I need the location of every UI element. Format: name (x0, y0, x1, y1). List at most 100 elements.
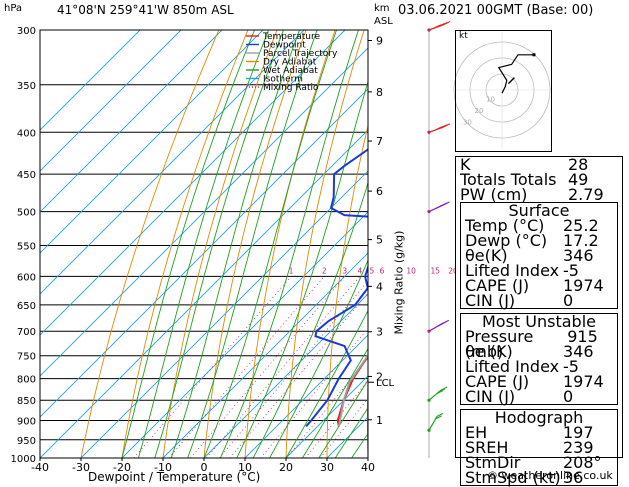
hodograph-trace (497, 54, 534, 94)
x-tick-label: -20 (113, 461, 131, 474)
mixing-ratio-line (133, 276, 292, 458)
datetime-label: 03.06.2021 00GMT (Base: 00) (398, 3, 594, 18)
wet-adiabat-line (137, 30, 270, 458)
mixing-ratio-label: 10 (406, 266, 416, 275)
isotherm-line (40, 30, 305, 295)
km-tick-label: 9 (376, 35, 383, 48)
pressure-tick-label: 500 (17, 208, 36, 219)
dry-adiabat-line (326, 123, 368, 458)
mu-row: Pressure (mb) 915 (465, 327, 598, 361)
x-tick-label: -40 (31, 461, 49, 474)
isotherm-line (40, 30, 264, 254)
surface-row: CIN (J) 0 (465, 291, 574, 310)
pressure-tick-label: 800 (17, 375, 36, 386)
mixing-ratio-line (206, 276, 361, 458)
isotherm-line (40, 30, 141, 131)
barb-flag (436, 412, 444, 417)
legend-label: Parcel Trajectory (263, 49, 338, 59)
pressure-tick-label: 700 (17, 327, 36, 338)
mixing-ratio-label: 2 (322, 266, 327, 275)
isotherm-line (40, 88, 368, 418)
wet-adiabat-line (154, 30, 284, 458)
pressure-tick-label: 300 (17, 26, 36, 37)
wet-adiabat-line (302, 347, 368, 458)
km-tick-label: 5 (376, 234, 383, 247)
wet-adiabat-line (121, 30, 255, 458)
isotherm-line (162, 252, 368, 458)
pressure-tick-label: 450 (17, 170, 36, 181)
wet-adiabat-line (252, 181, 368, 458)
mixing-ratio-line (168, 276, 325, 458)
surface-block: Surface Temp (°C) 25.2 Dewp (°C) 17.2 θe(K… (460, 202, 618, 309)
dry-adiabat-line (162, 30, 278, 458)
isotherm-line (40, 47, 368, 377)
km-label: km (374, 3, 390, 14)
lcl-label: LCL (376, 378, 395, 389)
asl-label: ASL (374, 16, 393, 27)
hodo-row: StmSpd (kt) 36 (465, 468, 584, 487)
mixing-ratio-axis-label: Mixing Ratio (g/kg) (392, 230, 406, 335)
most-unstable-title: Most Unstable (482, 312, 596, 331)
dry-adiabat-line (203, 30, 307, 458)
barb-flag (438, 388, 446, 393)
barb-flag (441, 386, 448, 391)
pressure-tick-label: 750 (17, 352, 36, 363)
location-label: 41°08'N 259°41'W 850m ASL (57, 3, 234, 17)
wet-adiabat-line (187, 30, 318, 458)
index-row: K 28 (460, 155, 589, 174)
hodograph-end-marker (532, 53, 536, 57)
indices-block: K 28 Totals Totals 49 PW (cm) 2.79 (456, 155, 622, 203)
wet-adiabat-line (219, 30, 359, 458)
km-tick-label: 7 (376, 135, 383, 148)
pressure-tick-label: 900 (17, 417, 36, 428)
pressure-tick-label: 1000 (11, 454, 36, 465)
dry-adiabat-line (80, 30, 220, 458)
mixing-ratio-label: 15 (431, 266, 441, 275)
x-tick-label: 20 (279, 461, 293, 474)
pressure-tick-label: 850 (17, 396, 36, 407)
wet-adiabat-line (269, 259, 368, 458)
wet-adiabat-line (203, 30, 337, 458)
hodo-row: StmDir 208° (465, 453, 602, 472)
isotherm-line (203, 293, 368, 458)
surface-row: θe(K) 346 (465, 246, 594, 265)
temperature-line (336, 356, 368, 427)
pressure-tick-label: 950 (17, 436, 36, 447)
indices-panel: K 28 Totals Totals 49 PW (cm) 2.79 Surface … (455, 155, 623, 486)
wet-adiabat-line (170, 30, 300, 458)
mixing-ratio-label: 4 (358, 266, 363, 275)
barb-flag (437, 322, 445, 327)
km-tick-label: 2 (376, 370, 383, 383)
pressure-tick-label: 550 (17, 241, 36, 252)
hpa-label: hPa (4, 3, 23, 14)
mu-row: θe (K) 346 (465, 342, 594, 361)
legend-label: Isotherm (263, 75, 303, 85)
pressure-tick-label: 400 (17, 128, 36, 139)
hodograph-kt-label: kt (459, 31, 468, 41)
barb-flag (435, 126, 443, 131)
isotherm-line (285, 375, 368, 458)
mixing-ratio-label: 3 (342, 266, 347, 275)
hodograph-ring-label: 20 (474, 107, 483, 115)
dry-adiabat-line (366, 366, 368, 458)
surface-row: Dewp (°C) 17.2 (465, 231, 599, 250)
km-tick-label: 8 (376, 86, 383, 99)
surface-row: CAPE (J) 1974 (465, 276, 604, 295)
mixing-ratio-label: 20 (448, 266, 458, 275)
hodograph-box (455, 30, 552, 152)
x-tick-label: -30 (72, 461, 90, 474)
footer-credit: © weatheronline.co.uk (487, 469, 613, 482)
mixing-ratio-label: 1 (289, 266, 294, 275)
mixing-ratio-line (190, 276, 346, 458)
legend-label: Dry Adiabat (263, 58, 317, 68)
x-tick-label: 30 (320, 461, 334, 474)
barb-flag (436, 390, 444, 395)
legend-label: Dewpoint (263, 41, 306, 51)
isotherm-line (40, 30, 346, 336)
hodograph-params-title: Hodograph (494, 408, 584, 427)
isotherm-line (40, 30, 223, 213)
legend-label: Mixing Ratio (263, 83, 319, 93)
plot-frame (39, 29, 369, 459)
wet-adiabat-line (318, 379, 368, 458)
